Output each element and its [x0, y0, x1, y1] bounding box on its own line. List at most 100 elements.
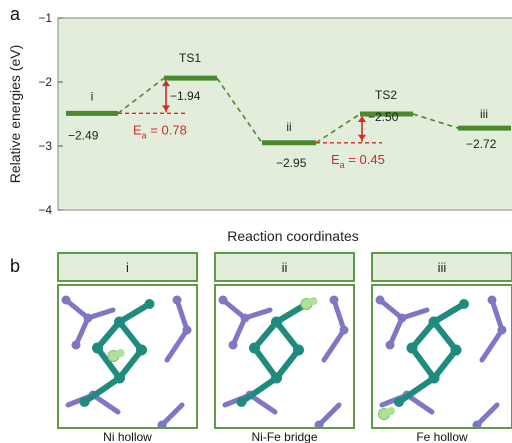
cluster-bond [116, 301, 153, 325]
connector-lines [117, 77, 459, 144]
support-bond [174, 297, 190, 333]
cluster-bond [431, 319, 459, 353]
cluster-atom [114, 316, 125, 328]
adsorbate-atom [309, 297, 318, 305]
cluster-atom [394, 397, 404, 407]
y-axis-title: Relative energies (eV) [7, 45, 23, 184]
cluster-bond [431, 301, 467, 325]
cluster-atom [144, 299, 155, 309]
energy-value-label: −2.49 [68, 128, 99, 142]
cluster-bond [116, 347, 145, 381]
structure-panels: i Ni hollow ii Ni-Fe bridge iii Fe hollow [57, 252, 512, 443]
x-axis-title: Reaction coordinates [227, 228, 359, 244]
structure-caption: Ni-Fe bridge [251, 430, 317, 443]
support-atom [472, 420, 482, 427]
support-bond [247, 392, 278, 415]
support-atom [487, 295, 497, 305]
structure-title-box [214, 252, 355, 282]
support-atom [228, 340, 238, 350]
energy-value-label: −2.72 [466, 137, 497, 151]
support-bond [331, 297, 347, 333]
support-bond [230, 315, 248, 348]
cluster-atom [428, 372, 440, 384]
cluster-bond [273, 319, 302, 353]
support-atom [182, 325, 192, 335]
energy-value-label: −2.95 [276, 156, 307, 170]
cluster-atom [271, 316, 282, 328]
structure-title-box [57, 252, 198, 282]
structure-image-frame [57, 284, 198, 429]
cluster-atom [450, 344, 462, 356]
panel-a-label: a [10, 4, 21, 24]
y-tick-label: −4 [38, 203, 52, 217]
cluster-atom [114, 372, 125, 384]
structure-panel-3: iii Fe hollow [371, 252, 512, 443]
support-atom [339, 325, 349, 335]
cluster-atom [428, 316, 440, 328]
cluster-bond [431, 347, 459, 381]
structure-title: i [126, 260, 129, 275]
cluster-bond [238, 375, 280, 405]
barrier-arrow-tail [358, 134, 366, 141]
support-bond [387, 315, 405, 348]
cluster-atom [236, 397, 247, 407]
support-atom [385, 340, 395, 350]
structure-image-frame [214, 284, 355, 429]
y-axis: −1 −2 −3 −4 [38, 11, 63, 217]
barrier-arrow-head [358, 116, 366, 122]
energy-barriers: Ea = 0.78 Ea = 0.45 [118, 80, 385, 170]
structure-panel-2: ii Ni-Fe bridge [214, 252, 355, 443]
cluster-bond [251, 319, 280, 351]
structure-panel-1: i Ni hollow [57, 252, 198, 443]
support-bond [73, 315, 91, 348]
support-atom [218, 295, 228, 305]
support-atom [71, 340, 81, 350]
support-atom [157, 420, 167, 427]
cluster-atom [271, 372, 282, 384]
support-atom [329, 295, 339, 305]
support-bond [164, 327, 190, 363]
structure-caption: Fe hollow [416, 430, 468, 443]
support-atom [375, 295, 385, 305]
structure-caption: Ni hollow [103, 430, 152, 443]
barrier-label: Ea = 0.78 [133, 122, 187, 140]
support-atom [497, 325, 507, 335]
cluster-bond [409, 319, 437, 351]
state-label: TS2 [375, 88, 397, 102]
structure-title: iii [438, 260, 447, 275]
support-bond [489, 297, 505, 333]
support-atom [397, 313, 407, 323]
panel-b-label: b [10, 256, 20, 276]
adsorbate-atom [387, 407, 395, 415]
support-bond [377, 297, 405, 321]
barrier-arrow-tail [162, 105, 170, 112]
cluster-atom [293, 344, 304, 356]
structure-image-frame [371, 284, 512, 429]
structure-title: ii [282, 260, 288, 275]
structure-molecule [61, 295, 192, 427]
energy-value-label: −1.94 [170, 89, 201, 103]
connector-line [412, 113, 459, 129]
state-label: TS1 [179, 51, 201, 65]
cluster-atom [79, 397, 90, 407]
cluster-bond [94, 319, 123, 351]
cluster-bond [273, 347, 302, 381]
energy-value-label: −2.50 [368, 110, 399, 124]
cluster-bond [409, 345, 437, 381]
state-label: ii [286, 120, 291, 134]
barrier-arrow-head [162, 80, 170, 87]
support-atom [83, 313, 93, 323]
cluster-atom [406, 342, 418, 354]
barrier-label: Ea = 0.45 [331, 152, 385, 170]
support-atom [61, 295, 71, 305]
support-bond [479, 327, 505, 363]
support-atom [314, 420, 324, 427]
cluster-bond [251, 345, 280, 381]
cluster-atom [92, 342, 103, 354]
structure-title-box [371, 252, 512, 282]
support-bond [220, 297, 248, 321]
support-bond [63, 297, 91, 321]
energy-levels: i −2.49 TS1 −1.94 ii −2.95 TS2 −2.50 iii −2.72 [66, 51, 511, 170]
support-bond [316, 402, 342, 427]
support-bond [90, 392, 121, 415]
